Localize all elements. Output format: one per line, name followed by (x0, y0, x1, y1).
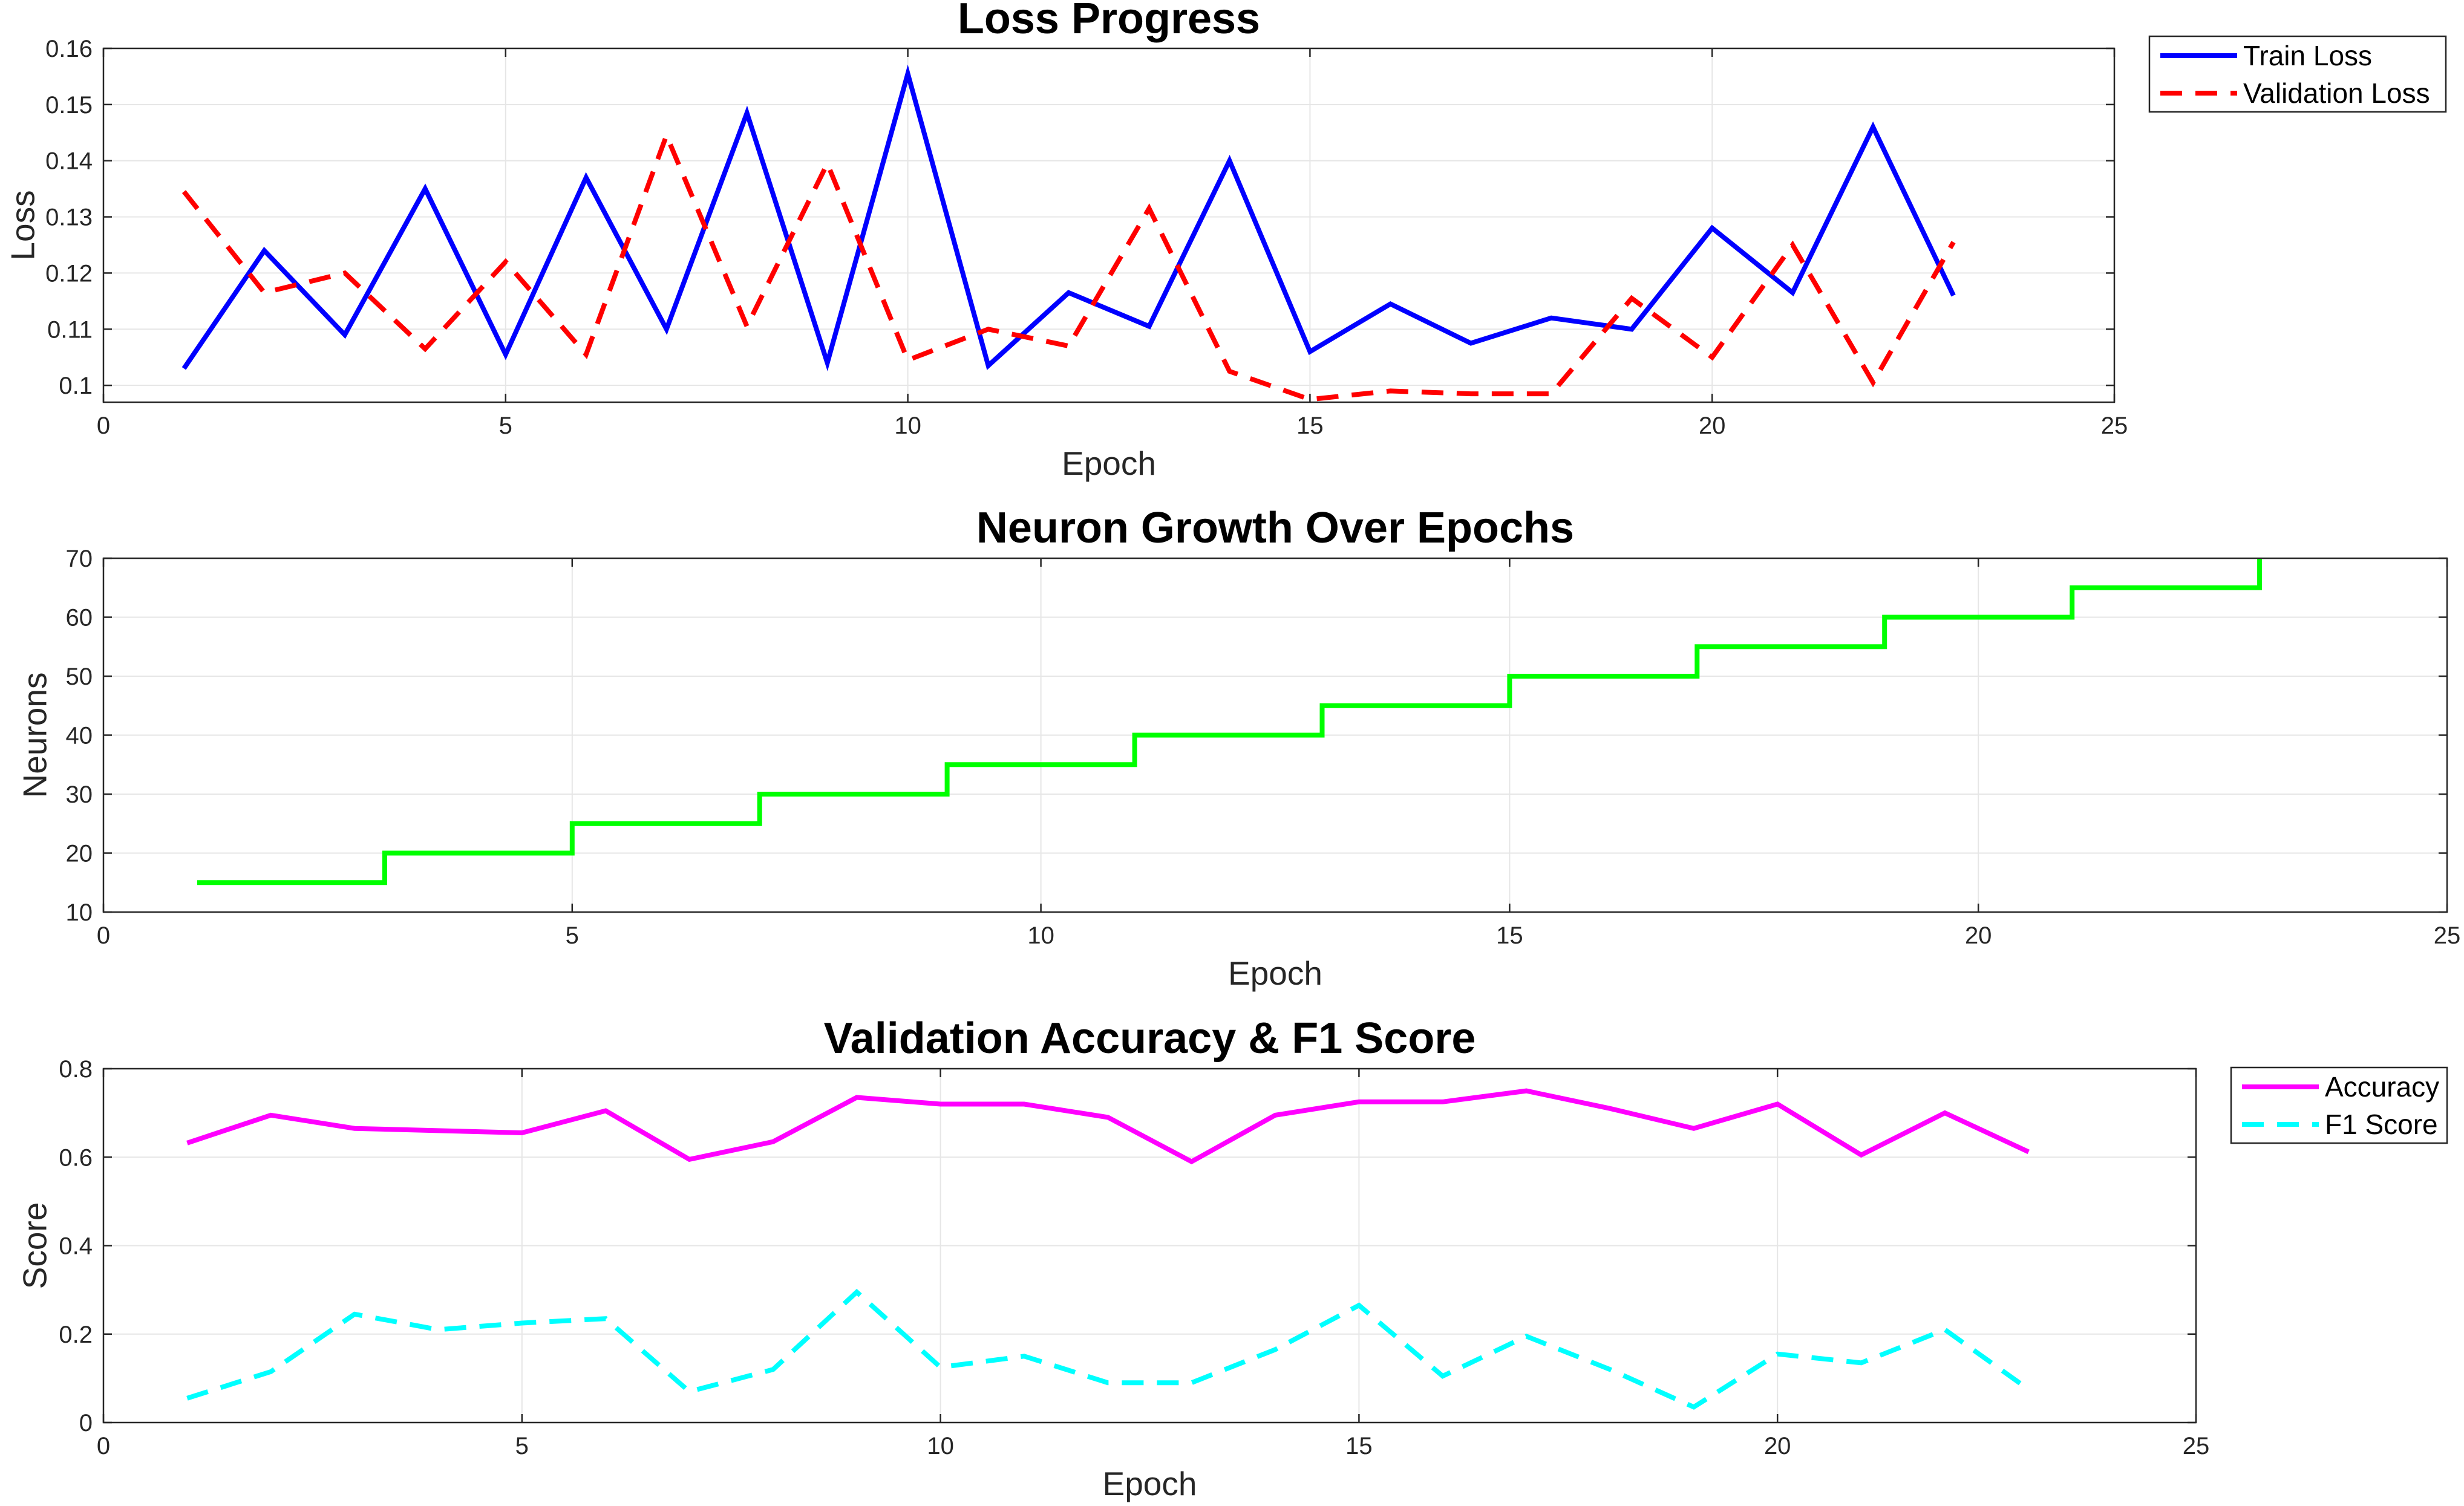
chart-panel-1: 0 5 10 15 20 25 0.1 0.11 0.12 0.13 0.14 0.15 0.16 Los… (4, 0, 2447, 482)
series-line-accuracy (186, 1088, 2030, 1165)
y-tick-label: 30 (66, 781, 93, 808)
plot-area (103, 48, 2114, 402)
chart-title: Loss Progress (958, 0, 1260, 43)
y-tick-label: 0.8 (59, 1056, 93, 1083)
x-axis-label: Epoch (1062, 445, 1156, 482)
y-tick-label: 0.4 (59, 1233, 93, 1260)
legend-label: Accuracy (2325, 1071, 2439, 1103)
series-line-validation-loss (181, 128, 1956, 402)
y-tick-label: 60 (66, 605, 93, 631)
chart-title: Validation Accuracy & F1 Score (824, 1014, 1476, 1063)
x-tick-label: 0 (97, 922, 110, 949)
x-tick-label: 0 (97, 412, 110, 439)
y-tick-label: 0.16 (45, 36, 93, 62)
chart-panel-2: 0 5 10 15 20 25 10 20 30 40 50 60 70 Neuron Growth Ov… (16, 504, 2461, 992)
y-tick-label: 0.15 (45, 92, 93, 119)
x-tick-label: 25 (2101, 412, 2128, 439)
x-tick-label: 0 (97, 1433, 110, 1459)
x-tick-label: 20 (1764, 1433, 1791, 1459)
series-line-train-loss (181, 64, 1956, 371)
x-tick-label: 20 (1965, 922, 1992, 949)
y-tick-label: 70 (66, 546, 93, 572)
x-tick-label: 5 (566, 922, 579, 949)
x-tick-label: 5 (499, 412, 512, 439)
series-line-neurons (197, 558, 2263, 885)
y-axis-label: Neurons (16, 673, 54, 798)
y-tick-label: 0.14 (45, 148, 93, 175)
legend-label: Validation Loss (2243, 77, 2430, 109)
y-tick-label: 0.6 (59, 1144, 93, 1171)
axes-box (102, 47, 2116, 403)
legend-box (2230, 1066, 2448, 1144)
x-tick-label: 10 (927, 1433, 954, 1459)
x-tick-label: 20 (1699, 412, 1726, 439)
legend-box (2148, 35, 2447, 113)
y-tick-label: 40 (66, 723, 93, 749)
y-tick-label: 0.13 (45, 204, 93, 231)
x-tick-label: 10 (1027, 922, 1054, 949)
y-tick-label: 0.12 (45, 260, 93, 287)
legend: Train Loss Validation Loss (2148, 35, 2447, 113)
x-tick-label: 10 (894, 412, 921, 439)
x-tick-label: 25 (2434, 922, 2461, 949)
y-axis-label: Loss (4, 190, 42, 260)
x-tick-label: 25 (2183, 1433, 2210, 1459)
x-tick-label: 15 (1345, 1433, 1373, 1459)
legend-label: F1 Score (2325, 1109, 2438, 1140)
legend-label: Train Loss (2243, 40, 2372, 71)
chart-title: Neuron Growth Over Epochs (976, 504, 1574, 552)
x-axis-label: Epoch (1228, 954, 1322, 992)
y-tick-label: 0.2 (59, 1322, 93, 1348)
x-axis-label: Epoch (1103, 1465, 1197, 1502)
chart-panel-3: 0 5 10 15 20 25 0 0.2 0.4 0.6 0.8 Validation Accura… (16, 1014, 2448, 1502)
y-tick-label: 0.1 (59, 373, 93, 399)
y-tick-label: 10 (66, 899, 93, 926)
x-tick-label: 15 (1496, 922, 1523, 949)
x-tick-label: 5 (515, 1433, 529, 1459)
x-tick-label: 15 (1296, 412, 1324, 439)
y-tick-label: 0.11 (47, 316, 93, 343)
series-line-f1-score (186, 1288, 2030, 1410)
y-tick-label: 20 (66, 841, 93, 867)
y-tick-label: 0 (79, 1410, 93, 1436)
legend: Accuracy F1 Score (2230, 1066, 2448, 1144)
y-tick-label: 50 (66, 663, 93, 690)
y-axis-label: Score (16, 1202, 54, 1289)
